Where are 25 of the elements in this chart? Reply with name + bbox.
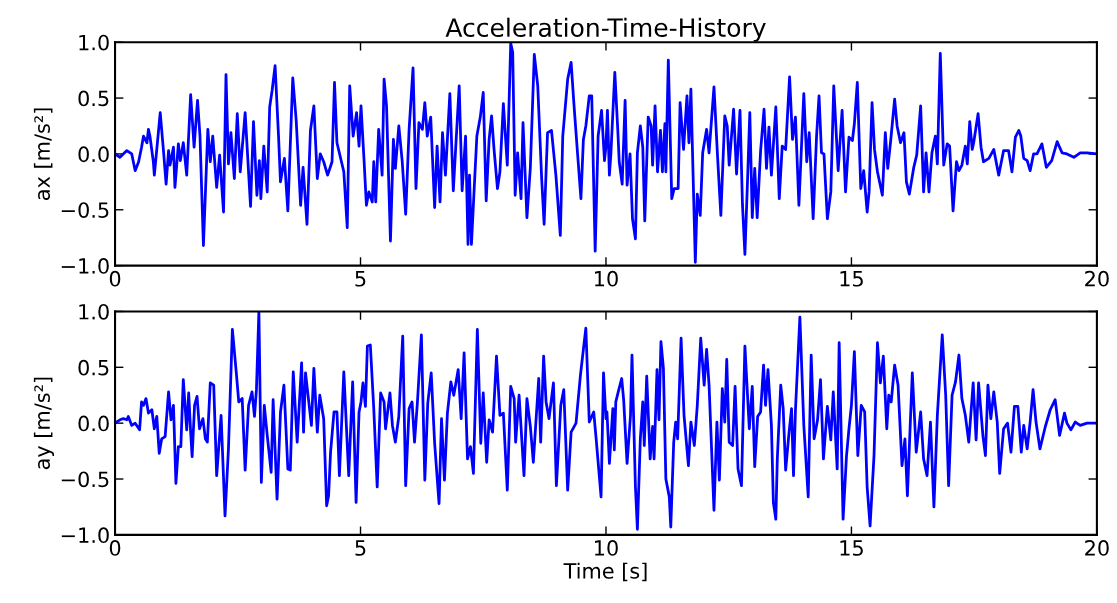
x-tick-label: 0: [109, 270, 121, 287]
x-tick-label: 0: [109, 540, 121, 556]
x-tick-label: 20: [1085, 540, 1109, 556]
chart-title: Acceleration-Time-History: [445, 17, 766, 42]
y-tick-label: 0.0: [78, 146, 109, 163]
y-tick-label: −1.0: [61, 527, 109, 544]
y-tick-label: 0.5: [78, 359, 109, 376]
y-tick-label: −0.5: [61, 471, 109, 488]
x-tick-label: 15: [840, 540, 863, 556]
y-tick-label: 0.5: [78, 90, 109, 107]
y-tick-label: −0.5: [61, 202, 109, 218]
y-axis-title: ay [m/s²]: [33, 377, 55, 470]
y-tick-label: 1.0: [79, 34, 109, 51]
y-tick-label: 0.0: [78, 415, 109, 432]
x-tick-label: 20: [1085, 270, 1109, 287]
x-tick-label: 15: [840, 271, 863, 287]
y-tick-label: −1.0: [61, 258, 109, 274]
line-series: [115, 42, 1097, 264]
x-tick-label: 10: [595, 270, 618, 287]
x-tick-label: 5: [355, 540, 366, 556]
x-axis-title: Time [s]: [563, 562, 647, 582]
x-tick-label: 5: [355, 271, 366, 287]
y-tick-label: 1.0: [79, 303, 109, 320]
x-tick-label: 10: [595, 540, 618, 556]
y-axis-title: ax [m/s²]: [33, 108, 53, 200]
